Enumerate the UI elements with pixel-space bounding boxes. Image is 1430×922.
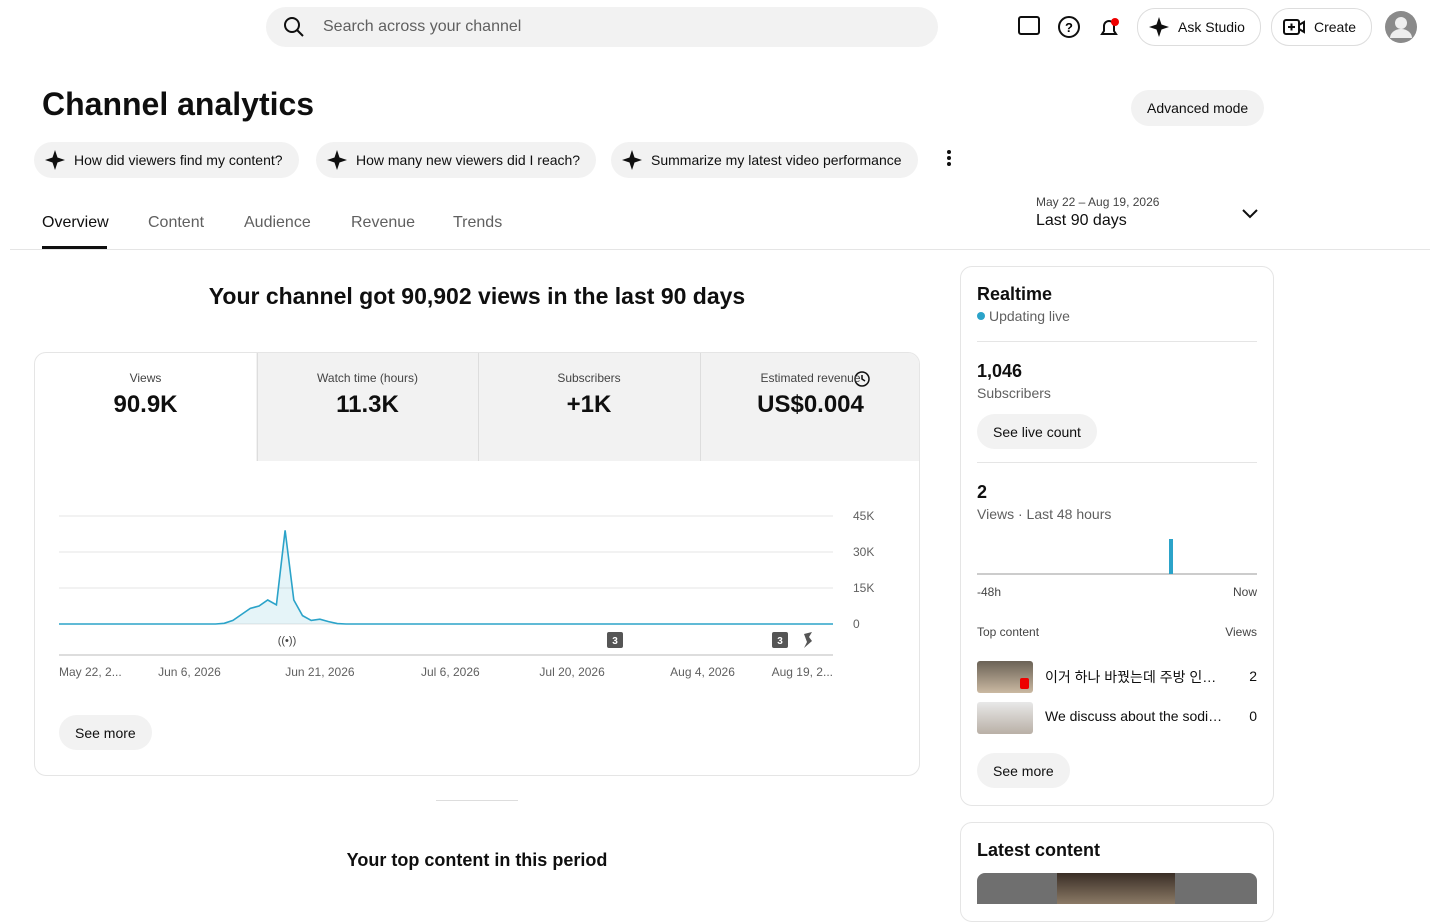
realtime-title: Realtime (977, 284, 1053, 304)
suggestion-chip[interactable]: How many new viewers did I reach? (316, 142, 597, 178)
date-dropdown[interactable] (1240, 206, 1260, 222)
tab[interactable]: Overview (42, 214, 109, 231)
page-title: Channel analytics (42, 86, 315, 122)
metric-value: 11.3K (336, 391, 399, 418)
feedback-icon[interactable] (1018, 16, 1040, 35)
tab[interactable]: Audience (244, 214, 311, 231)
metric-value: +1K (566, 391, 612, 418)
ask-studio-label: Ask Studio (1178, 19, 1245, 35)
overview-card (34, 352, 920, 776)
metric-label: Estimated revenue (760, 371, 861, 385)
metric-value: 90.9K (113, 391, 178, 418)
content-title[interactable]: We discuss about the sodi… (1045, 708, 1223, 724)
metric-value: US$0.004 (757, 391, 864, 418)
latest-thumbnail[interactable] (977, 873, 1257, 904)
bell-icon[interactable] (1100, 20, 1118, 35)
sparkle-icon (622, 150, 642, 170)
avatar[interactable] (1384, 10, 1418, 44)
sparkle-icon (1149, 17, 1169, 37)
divider (977, 341, 1257, 342)
thumbnail[interactable] (977, 702, 1033, 734)
see-live-count-label: See live count (993, 423, 1081, 440)
create-button[interactable]: Create (1271, 8, 1373, 46)
create-label: Create (1314, 19, 1357, 35)
realtime-axis-end: Now (1232, 585, 1257, 599)
sparkle-icon (45, 150, 65, 170)
metric-label: Watch time (hours) (317, 371, 418, 385)
metric-tab[interactable]: Views 90.9K (35, 353, 256, 461)
subscriber-label: Subscribers (977, 385, 1051, 401)
content-views: 0 (1249, 708, 1257, 724)
clock-icon (854, 371, 870, 387)
metric-tab[interactable]: Estimated revenue US$0.004 (699, 353, 921, 461)
realtime-see-more-label: See more (993, 762, 1054, 779)
content-views: 2 (1249, 668, 1257, 684)
realtime-bar (1169, 539, 1173, 574)
date-range-dates: May 22 – Aug 19, 2026 (1036, 195, 1160, 209)
date-range-label[interactable]: Last 90 days (1036, 212, 1127, 229)
subscriber-count: 1,046 (977, 361, 1023, 381)
create-icon (1283, 19, 1305, 35)
latest-content-title: Latest content (977, 840, 1101, 860)
suggestion-label: How did viewers find my content? (74, 152, 283, 168)
search-box[interactable]: Search across your channel (266, 7, 938, 47)
metric-tab[interactable]: Subscribers +1K (478, 353, 699, 461)
realtime-chart (977, 539, 1257, 575)
suggestion-label: Summarize my latest video performance (651, 152, 902, 168)
suggestion-chip[interactable]: Summarize my latest video performance (611, 142, 918, 178)
tab-underline (42, 246, 107, 249)
thumbnail[interactable] (977, 661, 1033, 693)
divider (977, 462, 1257, 463)
tab-divider (10, 249, 1430, 250)
search-placeholder: Search across your channel (323, 18, 522, 35)
sparkle-icon (327, 150, 347, 170)
suggestion-label: How many new viewers did I reach? (356, 152, 581, 168)
help-glyph: ? (1065, 20, 1073, 35)
realtime-views: 2 (977, 482, 988, 502)
realtime-card (960, 266, 1274, 806)
realtime-see-more-button[interactable]: See more (977, 753, 1070, 788)
suggestion-chip[interactable]: How did viewers find my content? (34, 142, 299, 178)
realtime-views-label: Views · Last 48 hours (977, 506, 1112, 522)
metric-label: Views (129, 371, 162, 385)
notification-dot (1111, 18, 1119, 26)
top-content-label: Top content (977, 625, 1040, 639)
realtime-axis-start: -48h (977, 585, 1002, 599)
tab[interactable]: Content (148, 214, 205, 231)
more-menu[interactable] (940, 148, 958, 170)
advanced-mode-button[interactable]: Advanced mode (1131, 90, 1265, 126)
search-icon (284, 17, 304, 37)
help-icon[interactable] (1058, 16, 1080, 38)
see-more-label: See more (75, 724, 136, 741)
live-dot (977, 312, 985, 320)
tab[interactable]: Revenue (351, 214, 416, 231)
see-more-button[interactable]: See more (59, 715, 152, 750)
realtime-status: Updating live (989, 308, 1070, 324)
advanced-mode-label: Advanced mode (1147, 100, 1249, 116)
section-divider (436, 800, 518, 801)
metric-tab[interactable]: Watch time (hours) 11.3K (256, 353, 478, 461)
tab[interactable]: Trends (453, 214, 503, 231)
metric-tabs-bg (256, 353, 919, 461)
ask-studio-button[interactable]: Ask Studio (1137, 8, 1261, 46)
see-live-count-button[interactable]: See live count (977, 414, 1097, 449)
metric-label: Subscribers (557, 371, 621, 385)
top-content-heading: Your top content in this period (346, 850, 608, 870)
views-column: Views (1225, 625, 1257, 639)
headline: Your channel got 90,902 views in the las… (208, 283, 746, 309)
latest-content-card (960, 822, 1274, 922)
header-icons: ? (1018, 16, 1119, 38)
content-title[interactable]: 이거 하나 바꿨는데 주방 인… (1045, 669, 1217, 685)
